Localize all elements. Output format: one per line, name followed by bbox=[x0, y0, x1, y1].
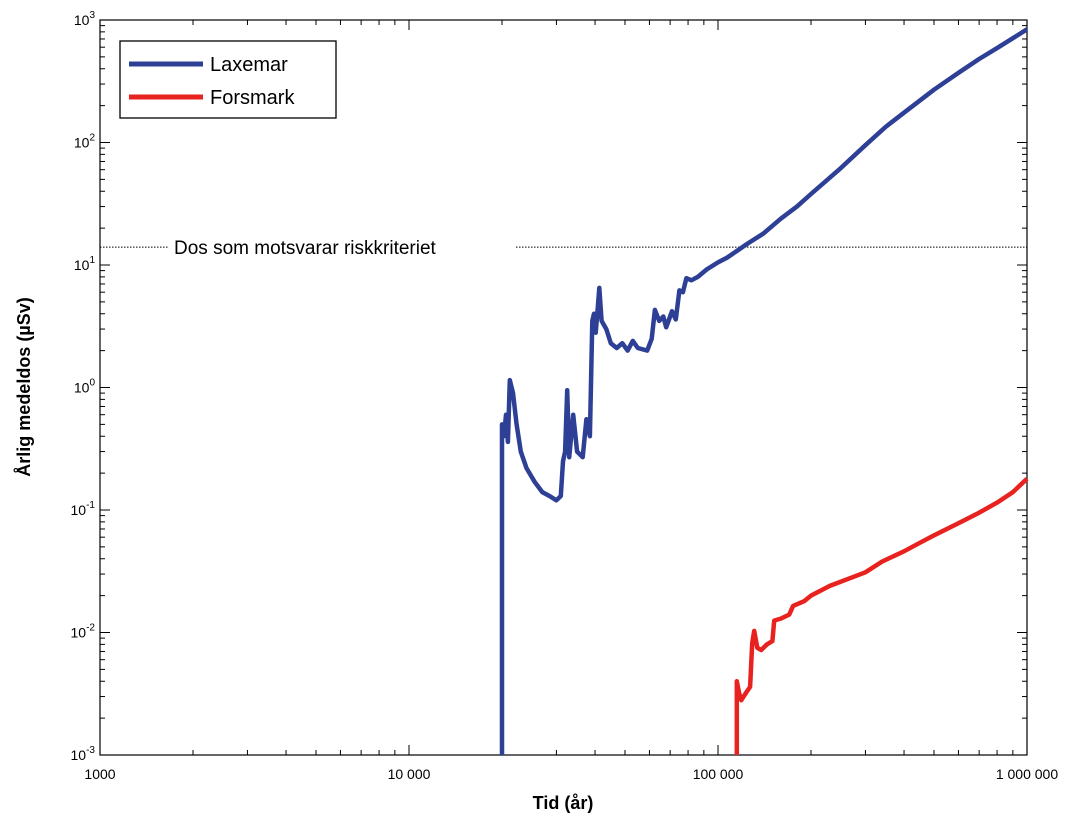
reference-line-label: Dos som motsvarar riskkriteriet bbox=[174, 238, 437, 259]
series-line-forsmark bbox=[734, 477, 1029, 755]
y-tick-label: 103 bbox=[74, 10, 96, 28]
reference-line: Dos som motsvarar riskkriteriet bbox=[100, 238, 1027, 259]
series-line-laxemar bbox=[499, 27, 1029, 755]
x-tick-label: 100 000 bbox=[693, 766, 744, 782]
minor-ticks bbox=[100, 20, 1027, 755]
x-tick-label: 1000 bbox=[84, 766, 115, 782]
y-tick-label: 10-3 bbox=[71, 745, 96, 763]
y-tick-label: 100 bbox=[74, 378, 96, 396]
x-axis-title: Tid (år) bbox=[533, 793, 594, 813]
major-ticks bbox=[99, 19, 1028, 756]
legend-label-laxemar: Laxemar bbox=[210, 54, 288, 76]
legend: Laxemar Forsmark bbox=[119, 40, 337, 119]
plot-frame bbox=[99, 19, 1028, 756]
y-tick-label: 10-1 bbox=[71, 500, 96, 518]
x-tick-label: 10 000 bbox=[388, 766, 431, 782]
x-tick-labels: 1000 10 000 100 000 1 000 000 bbox=[84, 766, 1058, 782]
y-tick-labels: 10-3 10-2 10-1 100 101 102 103 bbox=[71, 10, 96, 763]
y-axis-title: Årlig medeldos (µSv) bbox=[14, 297, 34, 476]
x-tick-label: 1 000 000 bbox=[996, 766, 1058, 782]
legend-box bbox=[119, 40, 337, 119]
y-tick-label: 101 bbox=[74, 255, 96, 273]
series-group bbox=[499, 27, 1029, 755]
y-tick-label: 102 bbox=[74, 133, 96, 151]
legend-label-forsmark: Forsmark bbox=[210, 87, 295, 109]
y-tick-label: 10-2 bbox=[71, 623, 96, 641]
